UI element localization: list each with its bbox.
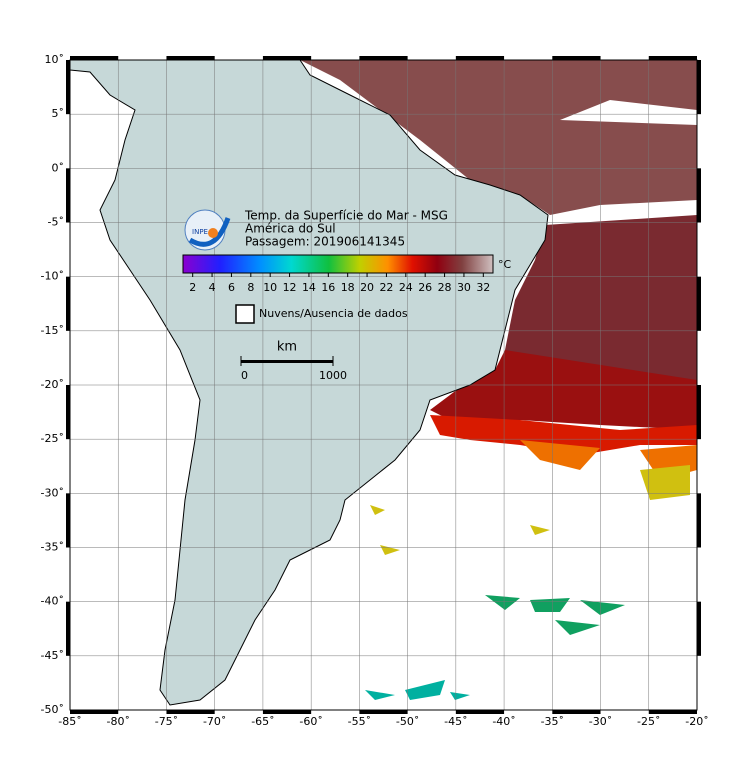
y-tick-label: -50˚ [41,703,64,716]
colorbar-ticks: 2 4 6 8 10 12 14 16 18 20 22 24 26 28 30 32 [189,273,490,294]
map-body [70,60,697,710]
x-tick-label: -25˚ [637,715,660,728]
colorbar-tick-label: 10 [263,281,277,294]
y-tick-label: 10˚ [45,53,65,66]
y-tick-label: -15˚ [41,324,64,337]
x-tick-label: -80˚ [106,715,129,728]
colorbar-tick-label: 12 [283,281,297,294]
colorbar-tick-label: 16 [321,281,335,294]
y-tick-label: -10˚ [41,270,64,283]
colorbar [182,254,494,274]
y-tick-label: 0˚ [52,161,65,174]
x-tick-label: -20˚ [685,715,708,728]
title-line: Temp. da Superfície do Mar - MSG [244,209,448,223]
sst-warm-south [430,350,697,430]
colorbar-tick-label: 18 [341,281,355,294]
y-tick-label: -35˚ [41,541,64,554]
colorbar-unit: °C [498,258,512,271]
y-tick-label: -45˚ [41,649,64,662]
y-tick-label: 5˚ [52,107,65,120]
scale-unit: km [277,340,297,355]
y-tick-label: -40˚ [41,595,64,608]
colorbar-tick-label: 28 [438,281,452,294]
sst-cyan [365,680,470,700]
x-tick-label: -85˚ [58,715,81,728]
colorbar-tick-label: 8 [247,281,254,294]
y-tick-label: -20˚ [41,378,64,391]
colorbar-tick-label: 6 [228,281,235,294]
legend-swatch [235,304,255,324]
sst-yellow [370,465,690,555]
colorbar-tick-label: 22 [379,281,393,294]
x-tick-label: -40˚ [492,715,515,728]
x-tick-label: -75˚ [155,715,178,728]
colorbar-tick-label: 20 [360,281,374,294]
sst-green [485,595,625,635]
y-tick-label: -5˚ [48,216,64,229]
colorbar-tick-label: 30 [457,281,471,294]
sst-red [430,415,697,455]
colorbar-tick-label: 26 [418,281,432,294]
logo-dot [208,228,218,238]
colorbar-tick-label: 2 [189,281,196,294]
logo: INPE [184,209,231,251]
scale-tick-label: 0 [241,369,248,382]
legend-label: Nuvens/Ausencia de dados [259,307,408,320]
x-tick-label: -55˚ [348,715,371,728]
y-tick-label: -30˚ [41,486,64,499]
y-tick-label: -25˚ [41,432,64,445]
colorbar-tick-label: 24 [399,281,413,294]
scale-tick-label: 1000 [319,369,347,382]
grid [70,60,697,710]
colorbar-tick-label: 32 [476,281,490,294]
logo-swoosh [188,217,231,247]
scale-bar-body [241,360,333,363]
sst-orange [520,440,697,480]
x-tick-label: -60˚ [299,715,322,728]
axes: -85˚ -80˚ -75˚ -70˚ -65˚ -60˚ -55˚ -50˚ -45˚ -40˚… [41,53,709,728]
x-tick-label: -50˚ [396,715,419,728]
title-block: Temp. da Superfície do Mar - MSG América… [244,209,448,249]
x-tick-label: -30˚ [589,715,612,728]
logo-text: INPE [192,228,208,236]
sst-warm-north [300,60,697,215]
x-tick-label: -65˚ [251,715,274,728]
x-tick-label: -70˚ [203,715,226,728]
colorbar-tick-label: 4 [209,281,216,294]
title-line: América do Sul [245,222,336,236]
x-tick-label: -45˚ [444,715,467,728]
title-line: Passagem: 201906141345 [245,235,405,249]
scale-bar: 0 1000 [240,356,347,382]
colorbar-tick-label: 14 [302,281,316,294]
x-tick-label: -35˚ [541,715,564,728]
